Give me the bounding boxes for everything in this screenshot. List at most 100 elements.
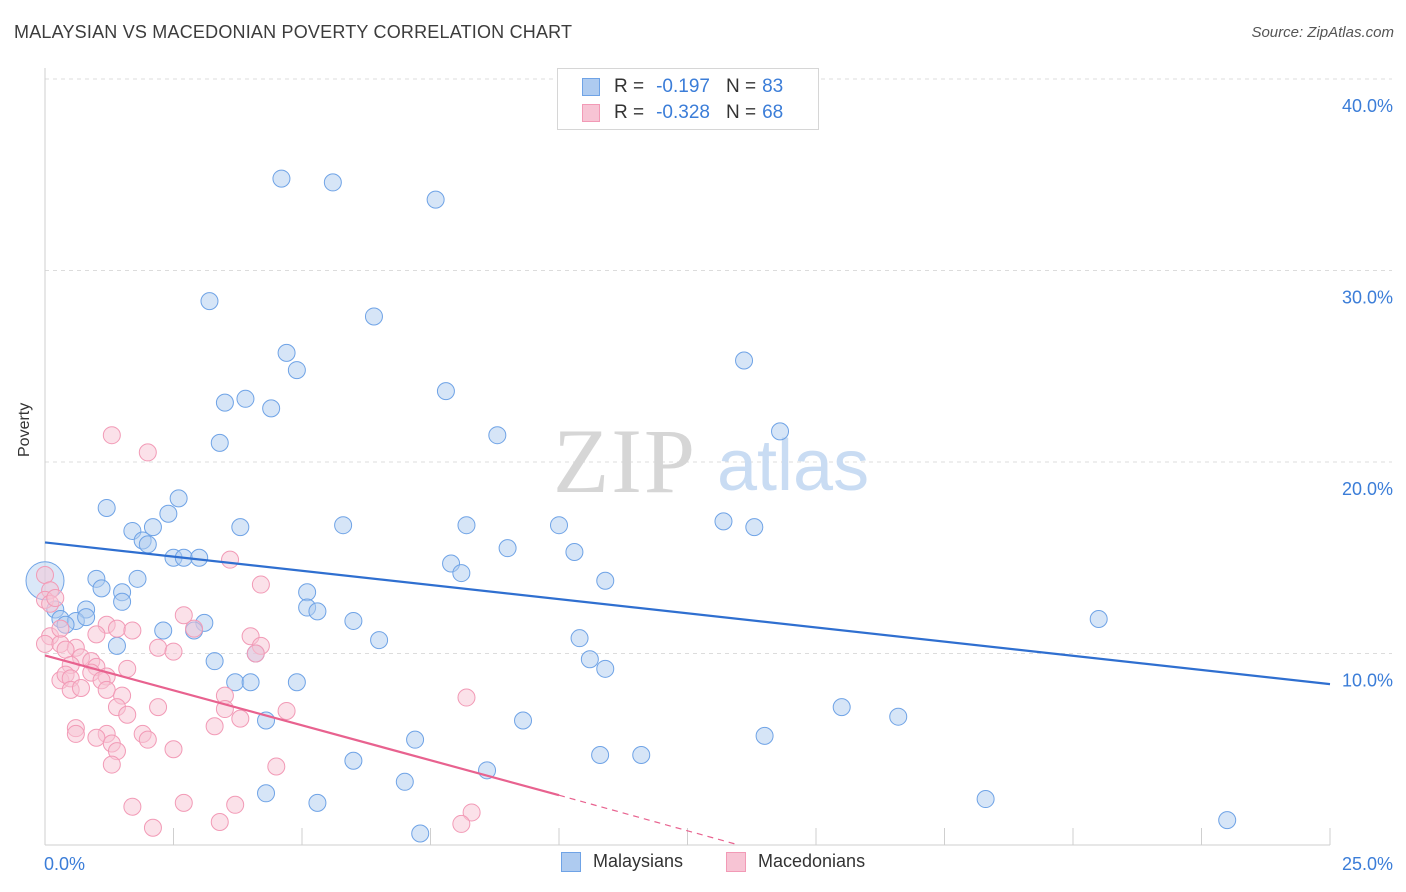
malaysians-point	[334, 516, 353, 535]
malaysians-point	[395, 772, 414, 791]
macedonians-point	[164, 740, 183, 759]
malaysians-point	[257, 784, 276, 803]
n-value: 83	[762, 76, 784, 97]
macedonians-point	[87, 625, 106, 644]
y-tick-label: 40.0%	[1342, 96, 1393, 116]
malaysians-point	[457, 516, 476, 535]
malaysians-point	[272, 169, 291, 188]
macedonians-point	[246, 644, 265, 663]
malaysians-point	[323, 173, 342, 192]
y-tick-label: 20.0%	[1342, 479, 1393, 499]
macedonians-point	[123, 797, 142, 816]
malaysians-point	[205, 652, 224, 671]
malaysians-point	[200, 292, 219, 311]
malaysians-point	[298, 583, 317, 602]
malaysians-point	[889, 707, 908, 726]
malaysians-point	[745, 518, 764, 537]
legend-label: Macedonians	[758, 851, 866, 871]
tick-labels: 10.0% 20.0% 30.0% 40.0% 0.0% 25.0%	[44, 96, 1393, 874]
malaysians-point	[771, 422, 790, 441]
malaysians-point	[92, 579, 111, 598]
malaysians-trend-line	[44, 541, 1331, 686]
macedonians-point	[164, 642, 183, 661]
malaysians-point	[236, 389, 255, 408]
grid-lines	[45, 78, 1392, 654]
malaysians-point	[596, 571, 615, 590]
watermark-atlas: atlas	[717, 426, 869, 506]
malaysians-point	[488, 426, 507, 445]
malaysians-point	[344, 611, 363, 630]
macedonians-point	[457, 688, 476, 707]
malaysians-point	[308, 793, 327, 812]
macedonians-point	[123, 621, 142, 640]
malaysians-point	[159, 504, 178, 523]
macedonians-point	[102, 755, 121, 774]
malaysians-point	[370, 631, 389, 650]
macedonians-point	[210, 813, 229, 832]
malaysians-point	[262, 399, 281, 418]
legend-item-macedonians[interactable]: Macedonians	[726, 851, 865, 872]
malaysians-legend-swatch	[561, 851, 581, 872]
macedonians-point	[143, 818, 162, 837]
malaysians-point	[411, 824, 430, 843]
malaysians-point	[169, 489, 188, 508]
macedonians-point	[277, 701, 296, 720]
malaysians-point	[77, 608, 96, 627]
malaysians-point	[143, 518, 162, 537]
malaysians-point	[277, 343, 296, 362]
macedonians-point	[56, 640, 75, 659]
x-tick-label: 0.0%	[44, 854, 85, 874]
legend-item-malaysians[interactable]: Malaysians	[561, 851, 683, 872]
macedonians-point	[174, 793, 193, 812]
correlation-row-malaysians: R = -0.197 N = 83	[582, 75, 783, 99]
r-value: -0.328	[656, 102, 710, 123]
r-label: R =	[614, 102, 645, 123]
malaysians-point	[241, 673, 260, 692]
y-tick-label: 10.0%	[1342, 671, 1393, 691]
x-tick-label: 25.0%	[1342, 854, 1393, 874]
malaysians-point	[406, 730, 425, 749]
malaysians-point	[426, 190, 445, 209]
malaysians-point	[452, 564, 471, 583]
malaysians-point	[138, 535, 157, 554]
malaysians-point	[1089, 610, 1108, 629]
malaysians-point	[596, 659, 615, 678]
macedonians-point	[267, 757, 286, 776]
macedonians-point	[118, 705, 137, 724]
macedonians-point	[118, 659, 137, 678]
macedonians-point	[174, 606, 193, 625]
n-value: 68	[762, 102, 784, 123]
source-label: Source: ZipAtlas.com	[1251, 24, 1394, 41]
chart-title: MALAYSIAN VS MACEDONIAN POVERTY CORRELAT…	[14, 22, 573, 42]
malaysians-point	[154, 621, 173, 640]
malaysians-point	[755, 726, 774, 745]
malaysians-point	[231, 518, 250, 537]
y-tick-label: 30.0%	[1342, 288, 1393, 308]
macedonians-point	[36, 634, 54, 653]
malaysians-point	[570, 629, 589, 648]
macedonians-point	[205, 717, 224, 736]
macedonians-point	[185, 619, 204, 638]
macedonians-point	[97, 680, 116, 699]
macedonians-point	[36, 565, 54, 584]
macedonians-point	[138, 443, 157, 462]
macedonians-trend-extension	[558, 794, 740, 846]
macedonians-point	[462, 803, 481, 822]
malaysians-point	[287, 361, 306, 380]
macedonians-point	[231, 709, 250, 728]
r-label: R =	[614, 76, 645, 97]
macedonians-point	[87, 728, 106, 747]
malaysians-point	[364, 307, 383, 326]
malaysians-point	[436, 382, 455, 401]
n-label: N =	[725, 102, 757, 123]
legend-label: Malaysians	[593, 851, 684, 871]
legend: Malaysians Macedonians	[0, 851, 1406, 877]
correlation-box: R = -0.197 N = 83 R = -0.328 N = 68	[557, 68, 819, 130]
malaysians-point	[128, 569, 147, 588]
macedonians-point	[452, 814, 471, 833]
watermark-zip: ZIP	[553, 410, 697, 512]
macedonians-point	[221, 550, 240, 569]
trend-lines	[44, 541, 1331, 846]
n-label: N =	[725, 76, 757, 97]
